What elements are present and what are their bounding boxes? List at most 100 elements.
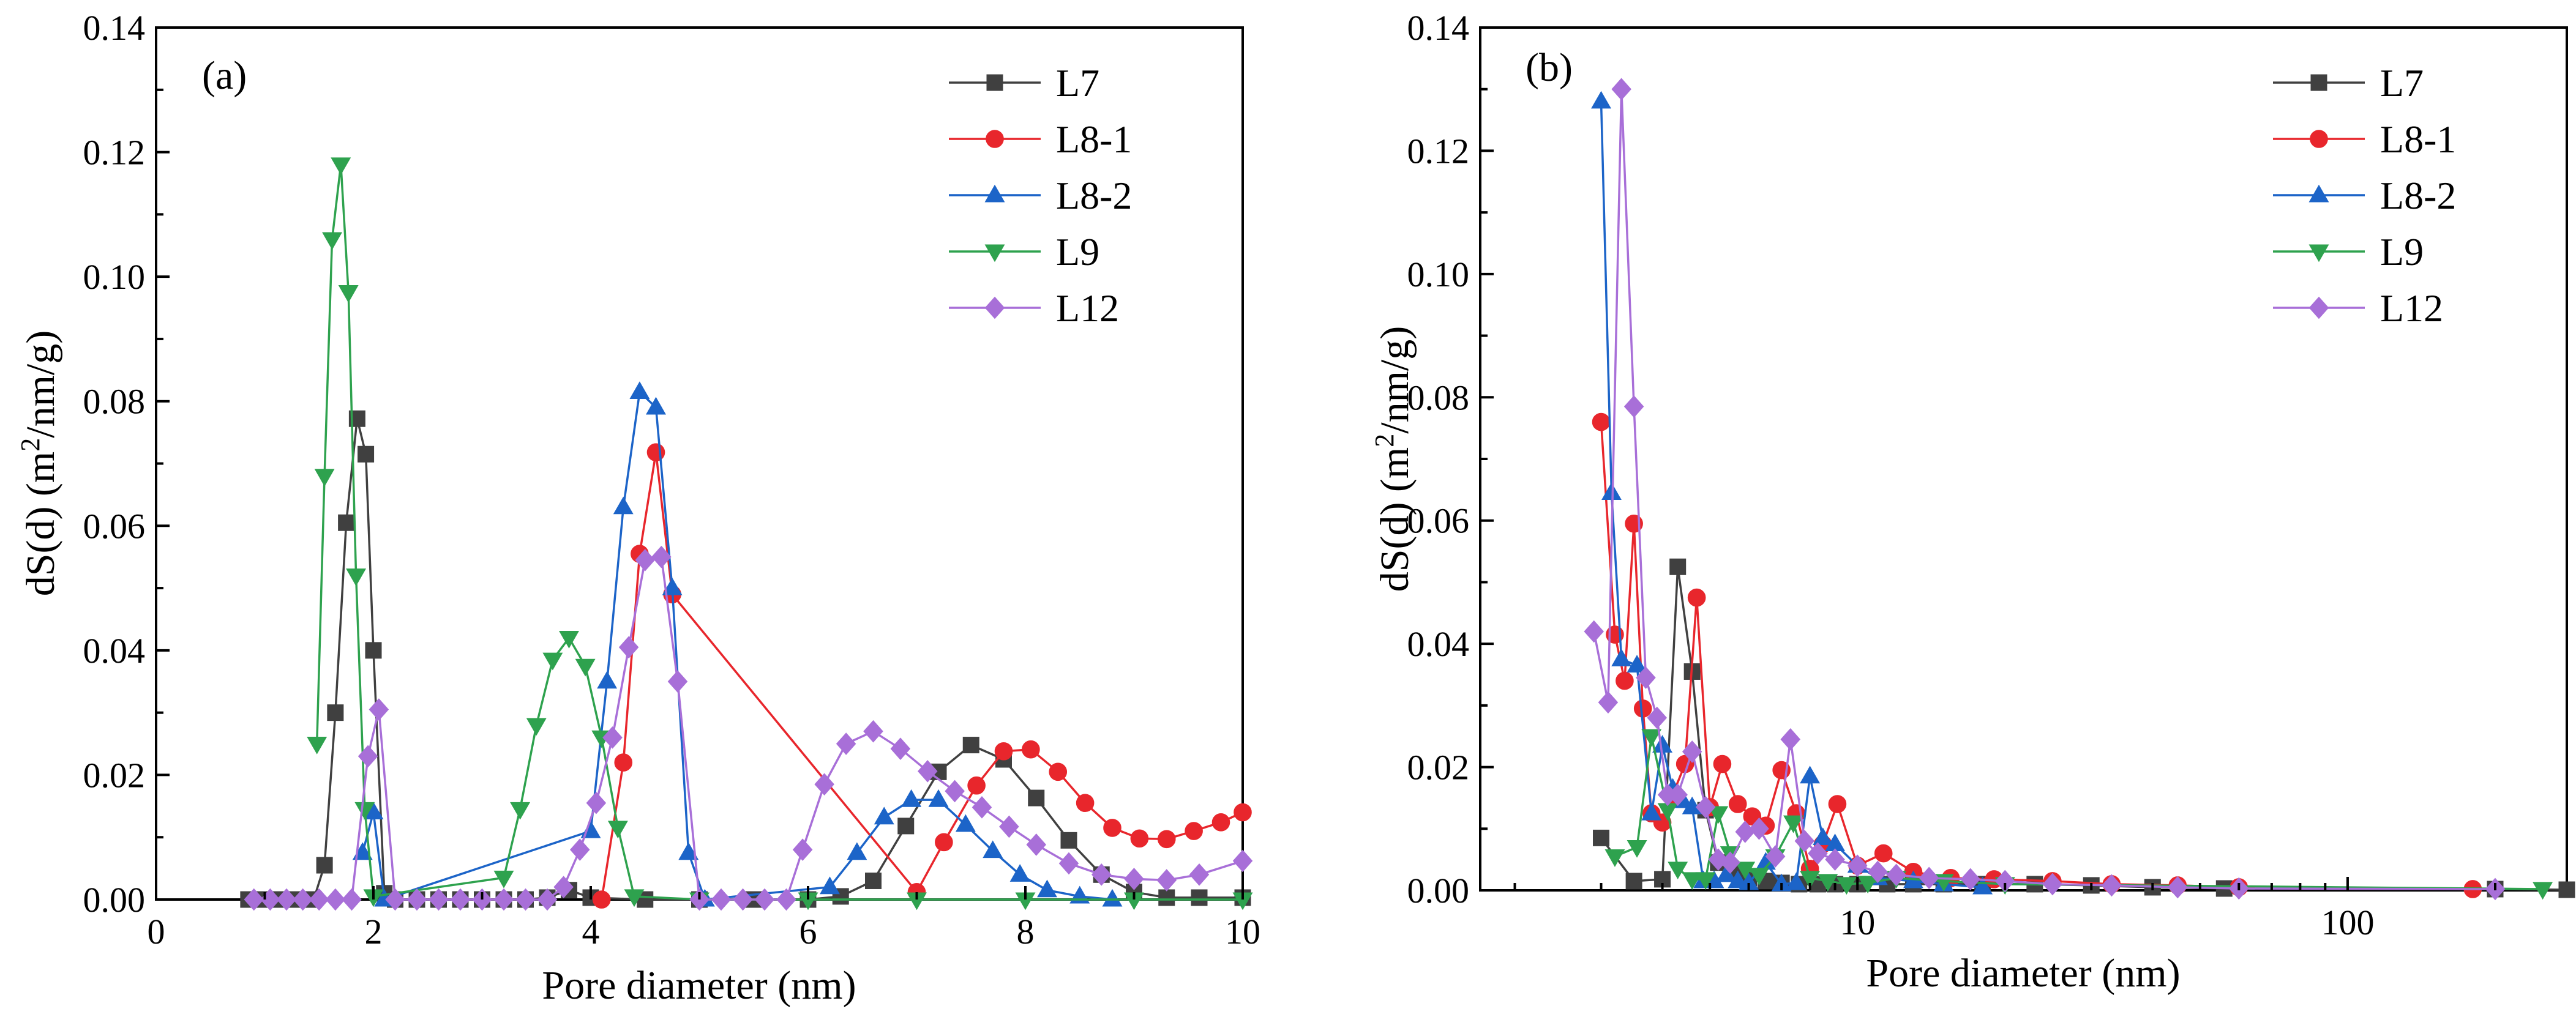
panel-a-point-l12 [1189,863,1210,886]
panel-a-point-l8-2 [928,789,949,807]
panel-a-point-l12 [309,888,329,911]
panel-b-y-axis-title: dS(d) (m2/nm/g) [1369,326,1418,592]
panel-a-point-l12 [711,888,732,911]
panel-a-series-l12 [244,545,1253,911]
panel-a-point-l8-1 [592,890,611,909]
panel-a-series-layer [240,157,1253,911]
panel-a-point-l12 [999,815,1019,838]
panel-b-series-l8-2 [1591,91,1993,895]
panel-a-point-l8-2 [1037,879,1057,898]
panel-b-point-l8-1 [1874,844,1893,863]
panel-a-point-l12 [836,732,856,755]
panel-a-point-l12 [385,888,405,911]
panel-a-point-l12 [618,636,639,659]
panel-b-chart: 0.00 0.02 0.04 0.06 0.08 0.10 0.12 0.14 10 100 (b… [1369,8,2575,996]
panel-a-x-axis-title: Pore diameter (nm) [542,963,856,1008]
panel-a-point-l9 [493,870,514,888]
panel-a-y-tick-label: 0.10 [83,257,146,297]
panel-b-point-l12 [2167,876,2188,899]
panel-a-point-l9 [331,157,351,176]
panel-a-point-l9 [575,658,596,677]
panel-b-y-tick-label: 0.14 [1407,8,1470,48]
panel-b-legend-item-l8-1: L8-1 [2273,117,2456,161]
panel-a-point-l8-2 [847,842,867,860]
panel-a-legend-item-l8-2: L8-2 [949,174,1132,217]
panel-a-point-l8-2 [662,577,683,595]
panel-b-point-l12 [1647,706,1668,729]
panel-a-point-l7 [962,737,979,754]
panel-b-point-l9 [1836,877,1857,895]
panel-a-label: (a) [202,53,247,98]
panel-a-point-l12 [450,888,471,911]
panel-a-y-axis-title-main: dS(d) (m [18,452,63,596]
panel-b-legend-label: L12 [2380,286,2443,330]
panel-b-point-l12 [1919,866,1939,890]
panel-b-legend-label: L9 [2380,230,2424,274]
panel-a-y-tick-label: 0.08 [83,382,146,422]
panel-a-point-l12 [537,888,558,911]
panel-a-series-l9 [307,157,1253,911]
panel-b-point-l8-1 [1828,795,1847,813]
panel-b-point-l7 [1669,558,1687,575]
panel-a-point-l7 [327,704,344,721]
panel-b-point-l12 [2042,873,2063,896]
panel-b-point-l8-2 [1611,649,1632,666]
panel-a-point-l12 [325,888,346,911]
panel-b-y-tick-label: 0.10 [1407,255,1470,294]
panel-a-legend-marker [984,244,1005,263]
panel-a-y-axis-title-tail: /nm/g) [18,330,63,438]
panel-b-point-l12 [2102,874,2122,897]
panel-a-point-l12 [776,888,796,911]
panel-a-line-l9 [315,163,1243,901]
panel-a-point-l12 [635,548,656,572]
panel-b-point-l12 [1611,78,1631,101]
panel-b-legend-item-l7: L7 [2273,61,2424,105]
panel-b-point-l9 [1818,874,1838,892]
panel-a-point-l12 [863,720,883,743]
panel-a-point-l7 [338,514,355,531]
panel-a-point-l8-1 [1049,762,1068,781]
panel-a-point-l12 [515,888,536,911]
panel-a-point-l8-1 [1157,830,1176,849]
panel-a-legend-marker [986,74,1003,91]
panel-a-point-l12 [890,737,911,760]
panel-a-point-l9 [346,568,367,586]
panel-a-legend-label: L7 [1056,61,1099,105]
panel-b-point-l12 [1623,395,1644,418]
panel-a-point-l7 [1028,789,1045,807]
panel-b-point-l9 [1749,868,1769,886]
panel-a-point-l12 [1124,868,1144,890]
panel-b-point-l8-1 [1633,699,1652,718]
panel-b-point-l9 [1627,840,1647,858]
panel-a-point-l12 [814,773,834,795]
panel-a-x-tick-label: 8 [1017,912,1035,952]
panel-b-point-l7 [2558,881,2575,898]
panel-a-point-l12 [569,838,590,861]
panel-b-point-l12 [1668,783,1688,807]
panel-a-series-l8-1 [592,443,1252,909]
panel-a-point-l8-2 [597,671,618,689]
panel-a-point-l7 [897,818,915,835]
panel-a-point-l9 [354,802,375,820]
panel-a-y-tick-label: 0.06 [83,506,146,546]
panel-b-point-l8-2 [1771,873,1792,892]
panel-b-y-tick-label: 0.04 [1407,624,1470,664]
panel-b-point-l12 [1636,666,1656,689]
panel-b-point-l9 [1857,876,1878,894]
panel-a-point-l8-1 [1076,794,1095,813]
panel-b-y-tick-label: 0.08 [1407,378,1470,417]
panel-a-point-l8-2 [955,814,976,832]
panel-a-point-l8-1 [1022,740,1040,759]
panel-b-y-tick-label: 0.02 [1407,748,1470,788]
panel-a-point-l7 [365,642,382,659]
panel-a-point-l9 [607,821,628,839]
panel-b-point-l12 [1808,842,1828,865]
panel-a-point-l8-1 [1130,829,1149,848]
panel-b-point-l9 [1783,815,1803,833]
panel-b-point-l8-2 [1800,766,1821,784]
panel-a-point-l12 [586,791,607,814]
panel-a-point-l8-2 [646,397,666,415]
panel-b-point-l12 [1720,851,1740,874]
panel-b-point-l8-2 [1641,802,1662,821]
panel-b-y-tick-label: 0.12 [1407,131,1470,171]
